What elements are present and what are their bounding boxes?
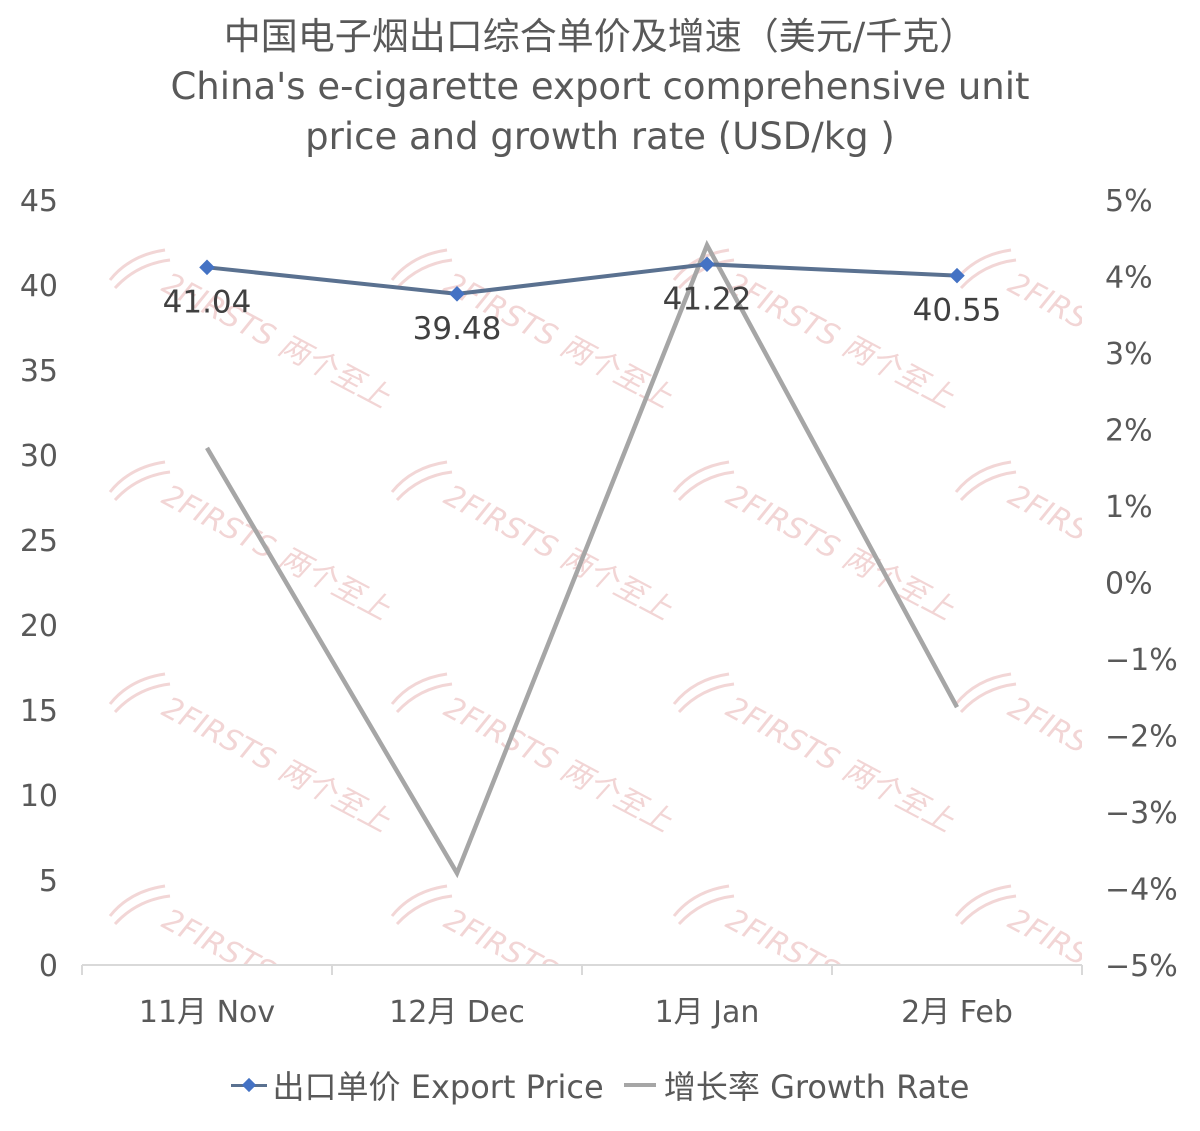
right-axis-tick-label: −1% bbox=[1105, 643, 1178, 678]
watermark-mark bbox=[108, 248, 171, 290]
growth-rate-line bbox=[205, 239, 959, 879]
right-axis-tick-label: −5% bbox=[1105, 949, 1178, 984]
watermark-mark bbox=[390, 884, 453, 926]
right-axis-ticks: −5% −4% −3% −2% −1% 0% 1% 2% 3% 4% 5% bbox=[1105, 184, 1178, 984]
category-labels: 11月 Nov 12月 Dec 1月 Jan 2月 Feb bbox=[139, 995, 1013, 1030]
left-axis-tick-label: 5 bbox=[39, 864, 58, 899]
right-axis-tick-label: 4% bbox=[1105, 261, 1153, 296]
right-axis-tick-label: 0% bbox=[1105, 567, 1153, 602]
watermark-mark bbox=[108, 672, 171, 714]
export-price-data-label: 41.04 bbox=[163, 284, 252, 320]
chart-subtitle-line-2: price and growth rate (USD/kg ) bbox=[305, 115, 895, 158]
legend-item-export-price: 出口单价 Export Price bbox=[230, 1062, 604, 1108]
watermark-mark bbox=[108, 884, 171, 926]
right-axis-tick-label: −2% bbox=[1105, 720, 1178, 755]
right-axis-tick-label: 2% bbox=[1105, 414, 1153, 449]
price-data-labels: 41.04 39.48 41.22 40.55 bbox=[163, 281, 1002, 347]
left-axis-tick-label: 30 bbox=[20, 439, 58, 474]
right-axis-tick-label: 5% bbox=[1105, 184, 1153, 219]
export-price-data-label: 40.55 bbox=[913, 293, 1002, 329]
chart-title-block: 中国电子烟出口综合单价及增速（美元/千克） China's e-cigarett… bbox=[0, 12, 1200, 162]
left-axis-tick-label: 10 bbox=[20, 779, 58, 814]
export-price-data-label: 39.48 bbox=[413, 311, 502, 347]
watermark-text: 2FIRSTS 两个至上 bbox=[156, 478, 396, 628]
watermark-mark bbox=[390, 460, 453, 502]
watermark-text: 2FIRSTS 两个至上 bbox=[1002, 266, 1200, 416]
watermark-text: 2FIRSTS 两个至上 bbox=[720, 690, 960, 840]
export-price-marker bbox=[949, 267, 965, 284]
watermark-mark bbox=[954, 884, 1017, 926]
left-axis-ticks: 0 5 10 15 20 25 30 35 40 45 bbox=[20, 184, 58, 984]
right-axis-tick-label: 1% bbox=[1105, 490, 1153, 525]
watermark-mark bbox=[954, 460, 1017, 502]
legend-item-growth-rate: 增长率 Growth Rate bbox=[622, 1062, 970, 1108]
category-label: 12月 Dec bbox=[389, 995, 525, 1030]
watermark-mark bbox=[672, 248, 735, 290]
left-axis-tick-label: 25 bbox=[20, 524, 58, 559]
export-price-data-label: 41.22 bbox=[663, 281, 752, 317]
watermark-mark bbox=[672, 460, 735, 502]
watermark-text: 2FIRSTS 两个至上 bbox=[1002, 478, 1200, 628]
left-axis-tick-label: 35 bbox=[20, 354, 58, 389]
growth-rate-legend-icon bbox=[622, 1075, 658, 1095]
watermark-mark bbox=[954, 672, 1017, 714]
watermark-mark bbox=[108, 460, 171, 502]
export-price-series bbox=[199, 256, 965, 302]
left-axis-tick-label: 15 bbox=[20, 694, 58, 729]
right-axis-tick-label: 3% bbox=[1105, 337, 1153, 372]
watermark-text: 2FIRSTS 两个至上 bbox=[438, 690, 678, 840]
export-price-marker bbox=[199, 259, 215, 276]
axes bbox=[81, 964, 1083, 975]
export-price-line bbox=[206, 262, 958, 296]
right-axis-tick-label: −3% bbox=[1105, 796, 1178, 831]
left-axis-tick-label: 40 bbox=[20, 269, 58, 304]
watermark-mark bbox=[390, 248, 453, 290]
chart-title: 中国电子烟出口综合单价及增速（美元/千克） bbox=[223, 15, 977, 58]
legend-label-export-price: 出口单价 Export Price bbox=[272, 1068, 604, 1106]
left-axis-tick-label: 20 bbox=[20, 609, 58, 644]
watermark-text: 2FIRSTS 两个至上 bbox=[720, 266, 960, 416]
watermark-mark bbox=[672, 884, 735, 926]
growth-rate-series bbox=[205, 239, 959, 879]
watermark-mark bbox=[954, 248, 1017, 290]
legend: 出口单价 Export Price 增长率 Growth Rate bbox=[0, 1062, 1200, 1108]
left-axis-tick-label: 0 bbox=[39, 949, 58, 984]
left-axis-tick-label: 45 bbox=[20, 184, 58, 219]
watermark-text: 2FIRSTS 两个至上 bbox=[720, 478, 960, 628]
category-label: 2月 Feb bbox=[901, 995, 1013, 1030]
chart-subtitle-line-1: China's e-cigarette export comprehensive… bbox=[170, 65, 1030, 108]
category-label: 1月 Jan bbox=[655, 995, 760, 1030]
category-label: 11月 Nov bbox=[139, 995, 275, 1030]
watermark-text: 2FIRSTS 两个至上 bbox=[438, 478, 678, 628]
export-price-legend-icon bbox=[230, 1075, 267, 1095]
watermark-mark bbox=[672, 672, 735, 714]
right-axis-tick-label: −4% bbox=[1105, 873, 1178, 908]
legend-label-growth-rate: 增长率 Growth Rate bbox=[663, 1068, 970, 1106]
watermark-mark bbox=[390, 672, 453, 714]
